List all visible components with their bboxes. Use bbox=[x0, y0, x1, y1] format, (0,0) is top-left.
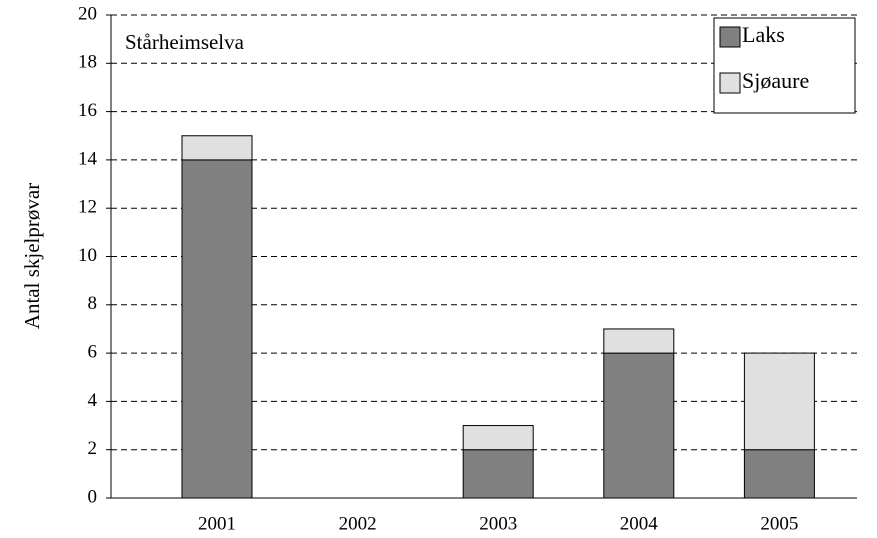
y-tick-label: 18 bbox=[78, 52, 97, 73]
bar-segment bbox=[181, 135, 253, 161]
y-tick-label: 0 bbox=[88, 486, 98, 507]
x-tick-label: 2004 bbox=[620, 513, 659, 534]
y-tick-label: 12 bbox=[78, 197, 97, 218]
x-tick-label: 2001 bbox=[198, 513, 236, 534]
x-tick-label: 2002 bbox=[339, 513, 377, 534]
y-axis-label: Antal skjelprøvar bbox=[20, 183, 44, 329]
bar-segment bbox=[181, 159, 253, 499]
legend-swatch bbox=[719, 72, 741, 94]
y-tick-label: 8 bbox=[88, 293, 98, 314]
bar-segment bbox=[743, 352, 815, 451]
bar-segment bbox=[462, 449, 534, 499]
y-tick-label: 2 bbox=[88, 438, 98, 459]
y-tick-label: 16 bbox=[78, 100, 97, 121]
legend-label: Laks bbox=[742, 22, 785, 47]
bar-segment bbox=[603, 328, 675, 354]
y-tick-label: 20 bbox=[78, 3, 97, 24]
legend-swatch bbox=[719, 26, 741, 48]
y-tick-label: 6 bbox=[88, 341, 98, 362]
x-tick-label: 2005 bbox=[760, 513, 798, 534]
bar-segment bbox=[743, 449, 815, 499]
y-tick-label: 4 bbox=[88, 390, 98, 411]
x-tick-label: 2003 bbox=[479, 513, 517, 534]
bar-segment bbox=[603, 352, 675, 499]
bar-segment bbox=[462, 425, 534, 451]
y-tick-label: 10 bbox=[78, 245, 97, 266]
legend-label: Sjøaure bbox=[742, 68, 809, 93]
y-tick-label: 14 bbox=[78, 148, 98, 169]
annotation: Stårheimselva bbox=[125, 30, 245, 54]
